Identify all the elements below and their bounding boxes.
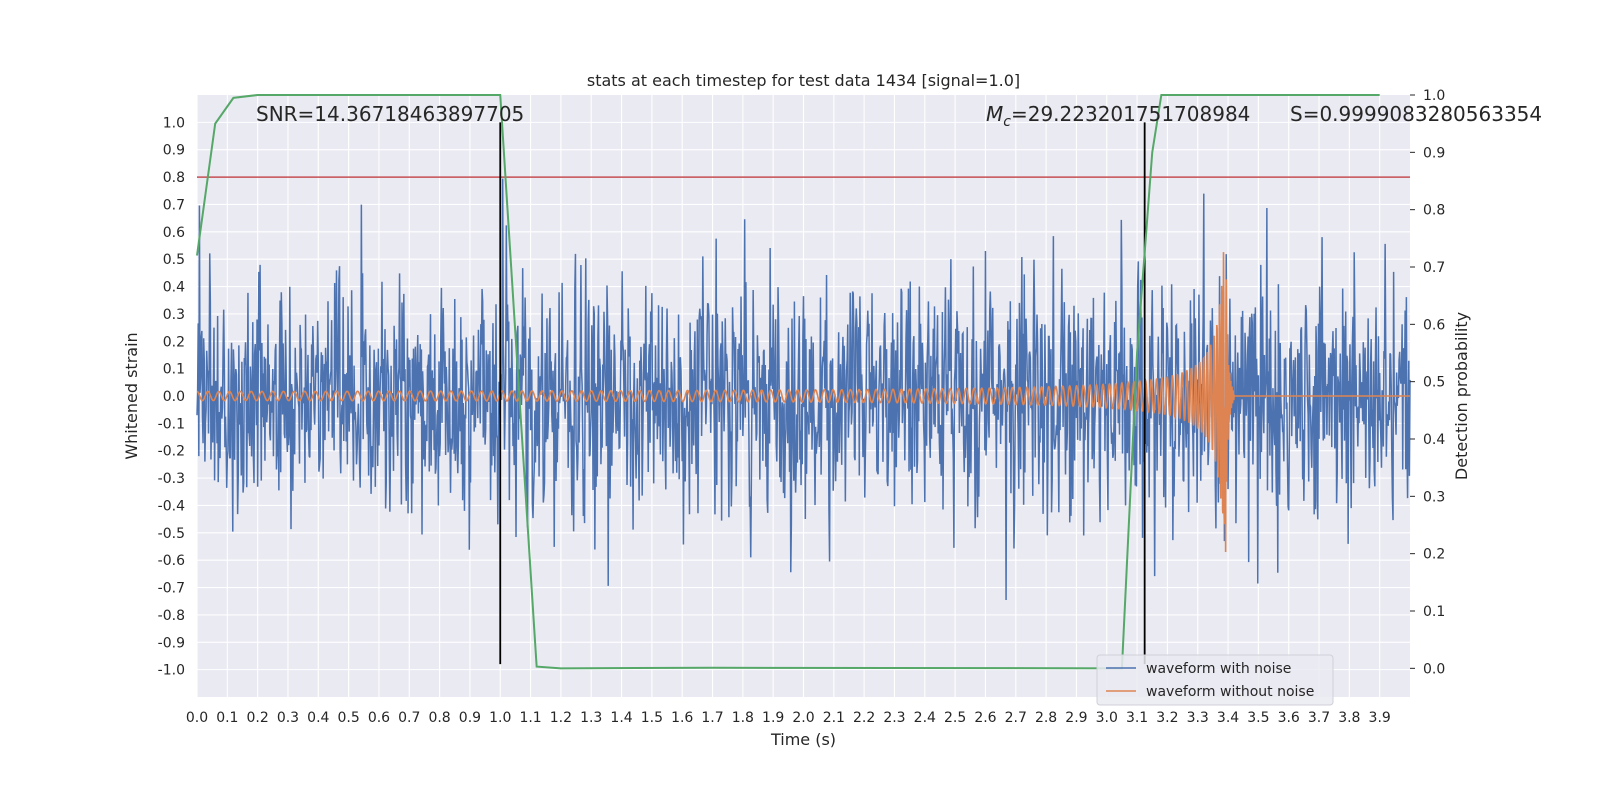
x-tick-label: 2.1 — [823, 710, 845, 726]
x-tick-label: 1.2 — [550, 710, 572, 726]
y2-tick-label: 0.0 — [1423, 661, 1445, 677]
legend-box — [1096, 654, 1334, 706]
y-tick-label: 0.7 — [163, 197, 185, 213]
y-tick-label: 0.6 — [163, 225, 185, 241]
y2-tick-label: 1.0 — [1423, 88, 1445, 104]
x-tick-label: 3.2 — [1156, 710, 1178, 726]
y-tick-label: -0.4 — [158, 498, 185, 514]
x-tick-label: 3.7 — [1308, 710, 1330, 726]
x-axis-label: Time (s) — [770, 730, 836, 749]
x-tick-label: 1.8 — [732, 710, 754, 726]
y2-tick-label: 0.1 — [1423, 604, 1445, 620]
y2-tick-label: 0.9 — [1423, 145, 1445, 161]
y-tick-label: -0.2 — [158, 444, 185, 460]
y-tick-label: 0.2 — [163, 334, 185, 350]
x-tick-label: 1.5 — [641, 710, 663, 726]
x-tick-label: 1.9 — [762, 710, 784, 726]
snr-annotation: SNR=14.36718463897705 — [256, 102, 524, 126]
y2-tick-label: 0.8 — [1423, 203, 1445, 219]
legend-entry-noise: waveform with noise — [1146, 661, 1291, 677]
legend: waveform with noise waveform without noi… — [1096, 654, 1334, 706]
chart-title: stats at each timestep for test data 143… — [587, 71, 1020, 90]
x-tick-label: 3.3 — [1187, 710, 1209, 726]
y-tick-label: 0.8 — [163, 170, 185, 186]
series-layer — [196, 94, 1411, 670]
x-tick-label: 3.1 — [1126, 710, 1148, 726]
y-tick-label: -0.6 — [158, 553, 185, 569]
y-tick-label: 1.0 — [163, 115, 185, 131]
y-tick-label: -0.3 — [158, 471, 185, 487]
x-tick-label: 2.2 — [853, 710, 875, 726]
x-tick-label: 2.8 — [1035, 710, 1057, 726]
x-tick-label: 3.5 — [1247, 710, 1269, 726]
y2-tick-label: 0.4 — [1423, 432, 1445, 448]
x-tick-label: 2.9 — [1065, 710, 1087, 726]
y2-tick-label: 0.6 — [1423, 317, 1445, 333]
chirp-mass-subscript: c — [1003, 114, 1011, 130]
x-tick-label: 2.6 — [974, 710, 996, 726]
y-tick-label: 0.0 — [163, 389, 185, 405]
y-tick-label: -0.8 — [158, 608, 185, 624]
y2-axis-label: Detection probability — [1452, 312, 1471, 480]
x-tick-label: 0.1 — [216, 710, 238, 726]
x-tick-label: 0.4 — [307, 710, 329, 726]
series-waveform-without-noise — [196, 252, 1410, 552]
x-tick-label: 3.0 — [1096, 710, 1118, 726]
tick-labels: 0.0 0.1 0.2 0.3 0.4 0.5 0.6 0.7 0.8 0.9 1.0 1.1 1.2 1… — [158, 88, 1446, 726]
x-tick-label: 2.0 — [792, 710, 814, 726]
x-tick-label: 0.3 — [277, 710, 299, 726]
y-tick-label: -0.1 — [158, 416, 185, 432]
x-tick-label: 0.5 — [337, 710, 359, 726]
y-tick-label: 0.4 — [163, 280, 185, 296]
series-detection-probability — [196, 94, 1380, 670]
x-tick-label: 3.9 — [1369, 710, 1391, 726]
y-tick-label: -0.5 — [158, 526, 185, 542]
x-tick-label: 0.6 — [368, 710, 390, 726]
y-tick-label: -1.0 — [158, 663, 185, 679]
x-tick-label: 2.4 — [914, 710, 936, 726]
chirp-mass-value: =29.223201751708984 — [1011, 102, 1250, 126]
chirp-mass-symbol: M — [986, 102, 1003, 126]
y-tick-label: -0.7 — [158, 581, 185, 597]
chirp-mass-annotation: Mc=29.223201751708984 — [986, 102, 1250, 130]
y-tick-label: 0.1 — [163, 362, 185, 378]
y-tick-label: 0.5 — [163, 252, 185, 268]
x-tick-label: 1.0 — [489, 710, 511, 726]
y-tick-label: -0.9 — [158, 635, 185, 651]
x-tick-label: 0.8 — [428, 710, 450, 726]
significance-annotation: S=0.9999083280563354 — [1290, 102, 1542, 126]
y2-tick-label: 0.2 — [1423, 547, 1445, 563]
y-tick-label: 0.3 — [163, 307, 185, 323]
x-tick-label: 3.8 — [1338, 710, 1360, 726]
x-tick-label: 3.6 — [1278, 710, 1300, 726]
y-tick-label: 0.9 — [163, 143, 185, 159]
x-tick-label: 2.3 — [883, 710, 905, 726]
x-tick-label: 0.9 — [459, 710, 481, 726]
x-tick-label: 2.5 — [944, 710, 966, 726]
y2-tick-label: 0.5 — [1423, 375, 1445, 391]
x-tick-label: 1.1 — [519, 710, 541, 726]
y2-tick-label: 0.7 — [1423, 260, 1445, 276]
x-tick-label: 2.7 — [1005, 710, 1027, 726]
x-tick-label: 3.4 — [1217, 710, 1239, 726]
x-tick-label: 1.7 — [701, 710, 723, 726]
legend-entry-clean: waveform without noise — [1146, 684, 1314, 700]
x-tick-label: 1.4 — [610, 710, 632, 726]
y-axis-label: Whitened strain — [122, 332, 141, 459]
x-tick-label: 1.6 — [671, 710, 693, 726]
x-tick-label: 0.2 — [247, 710, 269, 726]
x-tick-label: 0.0 — [186, 710, 208, 726]
x-tick-label: 1.3 — [580, 710, 602, 726]
x-tick-label: 0.7 — [398, 710, 420, 726]
y2-tick-label: 0.3 — [1423, 489, 1445, 505]
